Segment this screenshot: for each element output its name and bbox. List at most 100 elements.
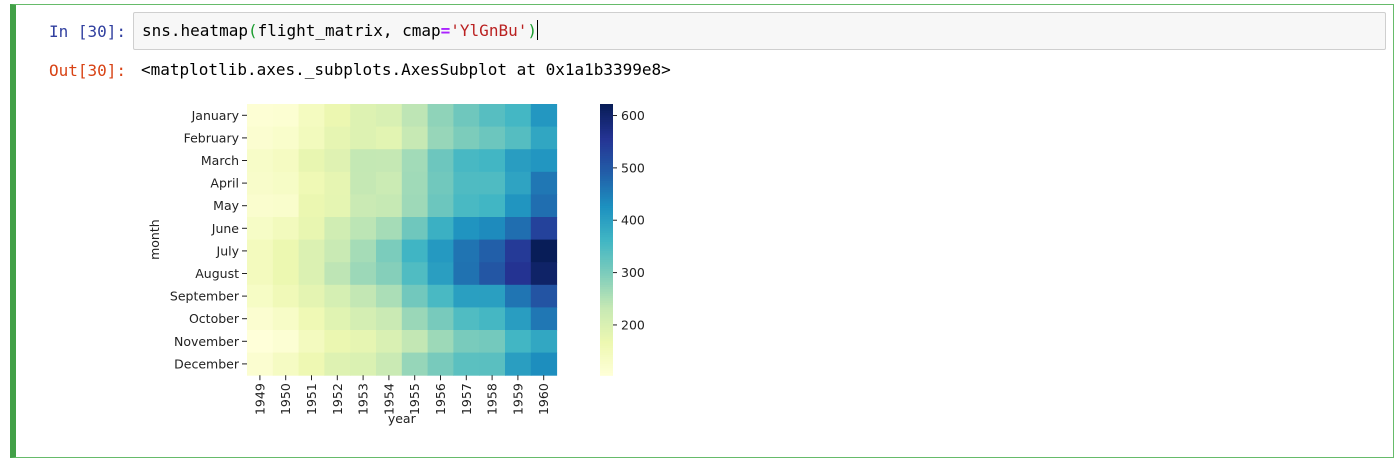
heatmap-cell xyxy=(427,330,454,354)
heatmap-cell xyxy=(505,352,532,376)
colorbar-segment xyxy=(600,167,613,171)
heatmap-cell xyxy=(401,352,429,376)
heatmap-cell xyxy=(272,239,300,263)
heatmap-cell xyxy=(505,284,532,308)
y-tick-label: September xyxy=(170,289,240,304)
heatmap-cell xyxy=(505,104,532,128)
heatmap-cell xyxy=(453,284,480,308)
colorbar-segment xyxy=(600,300,613,304)
heatmap-cell xyxy=(272,149,300,173)
colorbar-segment xyxy=(600,207,613,211)
y-tick-label: October xyxy=(189,311,240,326)
heatmap-cell xyxy=(324,171,351,195)
x-tick-label: 1956 xyxy=(433,383,448,415)
colorbar-segment xyxy=(600,282,613,286)
notebook-cell[interactable] xyxy=(10,4,1394,458)
x-axis-label: year xyxy=(388,411,417,426)
colorbar-segment xyxy=(600,174,613,177)
y-tick-label: April xyxy=(210,176,239,191)
colorbar-segment xyxy=(600,128,613,132)
heatmap-cell xyxy=(247,217,274,241)
heatmap-cell xyxy=(401,262,429,286)
heatmap-cell xyxy=(324,104,351,128)
heatmap-cell xyxy=(427,352,454,376)
x-tick-label: 1952 xyxy=(330,383,345,415)
colorbar-segment xyxy=(600,146,613,150)
colorbar-tick-label: 400 xyxy=(621,213,645,228)
heatmap-cell xyxy=(247,352,274,376)
heatmap-cell xyxy=(530,307,558,331)
heatmap-cell xyxy=(505,217,532,241)
colorbar-segment xyxy=(600,271,613,275)
heatmap-cell xyxy=(479,239,506,263)
colorbar-segment xyxy=(600,345,613,349)
colorbar-segment xyxy=(600,201,613,205)
heatmap-cell xyxy=(453,262,480,286)
colorbar-segment xyxy=(600,108,613,112)
heatmap-cell xyxy=(350,171,377,195)
y-tick-label: March xyxy=(201,153,239,168)
heatmap-cell xyxy=(350,307,377,331)
heatmap-cell xyxy=(324,262,351,286)
colorbar-segment xyxy=(600,160,613,164)
heatmap-cell xyxy=(324,239,351,263)
colorbar-segment xyxy=(600,135,613,139)
colorbar-segment xyxy=(600,171,613,175)
heatmap-cell xyxy=(350,126,377,150)
colorbar-segment xyxy=(600,219,613,223)
heatmap-cell xyxy=(272,352,300,376)
heatmap-cell xyxy=(505,330,532,354)
heatmap-cell xyxy=(530,284,558,308)
heatmap-cell xyxy=(272,284,300,308)
code-close-paren: ) xyxy=(527,21,537,40)
heatmap-cell xyxy=(479,284,506,308)
colorbar-segment xyxy=(600,293,613,297)
y-tick-label: July xyxy=(216,243,240,258)
heatmap-cell xyxy=(427,104,454,128)
colorbar-segment xyxy=(600,287,613,290)
colorbar-segment xyxy=(600,235,613,238)
colorbar-segment xyxy=(600,239,613,243)
x-tick-label: 1950 xyxy=(278,383,293,415)
heatmap-cell xyxy=(479,149,506,173)
heatmap-cell xyxy=(350,284,377,308)
output-prompt: Out[30]: xyxy=(48,61,126,80)
heatmap-cell xyxy=(401,194,429,218)
heatmap-cell xyxy=(453,149,480,173)
heatmap-cell xyxy=(401,149,429,173)
heatmap-cell xyxy=(376,262,403,286)
y-tick-label: December xyxy=(174,356,240,371)
heatmap-cell xyxy=(376,284,403,308)
heatmap-cell xyxy=(427,171,454,195)
y-tick-label: June xyxy=(211,221,240,236)
heatmap-cell xyxy=(479,262,506,286)
colorbar-segment xyxy=(600,205,613,209)
colorbar-segment xyxy=(600,183,613,186)
heatmap-cell xyxy=(298,262,325,286)
heatmap-cell xyxy=(427,149,454,173)
heatmap-cell xyxy=(376,217,403,241)
colorbar-segment xyxy=(600,137,613,141)
y-tick-label: February xyxy=(184,130,240,145)
heatmap-cell xyxy=(324,284,351,308)
heatmap-cell xyxy=(505,171,532,195)
heatmap-cell xyxy=(427,217,454,241)
colorbar-segment xyxy=(600,149,613,153)
colorbar-segment xyxy=(600,357,613,360)
heatmap-cell xyxy=(272,126,300,150)
colorbar-segment xyxy=(600,325,613,329)
colorbar-segment xyxy=(600,352,613,356)
heatmap-cell xyxy=(324,126,351,150)
colorbar-segment xyxy=(600,291,613,295)
colorbar-segment xyxy=(600,327,613,331)
colorbar-segment xyxy=(600,305,613,308)
heatmap-cell xyxy=(272,330,300,354)
y-tick-label: May xyxy=(213,198,239,213)
colorbar-segment xyxy=(600,302,613,306)
colorbar-segment xyxy=(600,259,613,263)
heatmap-cell xyxy=(530,352,558,376)
code-input[interactable]: sns.heatmap(flight_matrix, cmap='YlGnBu'… xyxy=(133,12,1386,50)
heatmap-cell xyxy=(298,352,325,376)
heatmap-cell xyxy=(350,352,377,376)
code-equals: = xyxy=(440,21,451,40)
